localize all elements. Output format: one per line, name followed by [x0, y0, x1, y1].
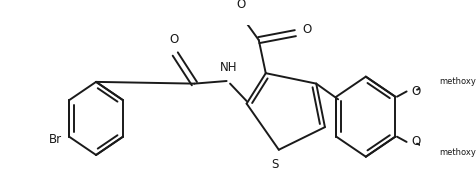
Text: NH: NH	[219, 61, 237, 74]
Text: O: O	[169, 33, 178, 46]
Text: O: O	[410, 85, 419, 98]
Text: methoxy: methoxy	[438, 76, 475, 86]
Text: methoxy: methoxy	[438, 148, 475, 157]
Text: O: O	[410, 135, 419, 148]
Text: Br: Br	[49, 133, 62, 146]
Text: S: S	[270, 159, 278, 171]
Text: O: O	[302, 23, 311, 36]
Text: O: O	[236, 0, 246, 11]
